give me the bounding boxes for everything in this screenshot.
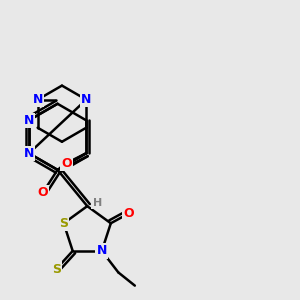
Text: O: O bbox=[38, 186, 48, 200]
Text: N: N bbox=[32, 93, 43, 106]
Text: N: N bbox=[81, 93, 92, 106]
Text: N: N bbox=[24, 147, 34, 160]
Text: O: O bbox=[61, 157, 72, 170]
Text: N: N bbox=[24, 114, 34, 127]
Text: N: N bbox=[97, 244, 107, 257]
Text: H: H bbox=[92, 198, 102, 208]
Text: O: O bbox=[124, 207, 134, 220]
Text: S: S bbox=[52, 262, 61, 276]
Text: S: S bbox=[59, 217, 68, 230]
Text: N: N bbox=[24, 114, 34, 127]
